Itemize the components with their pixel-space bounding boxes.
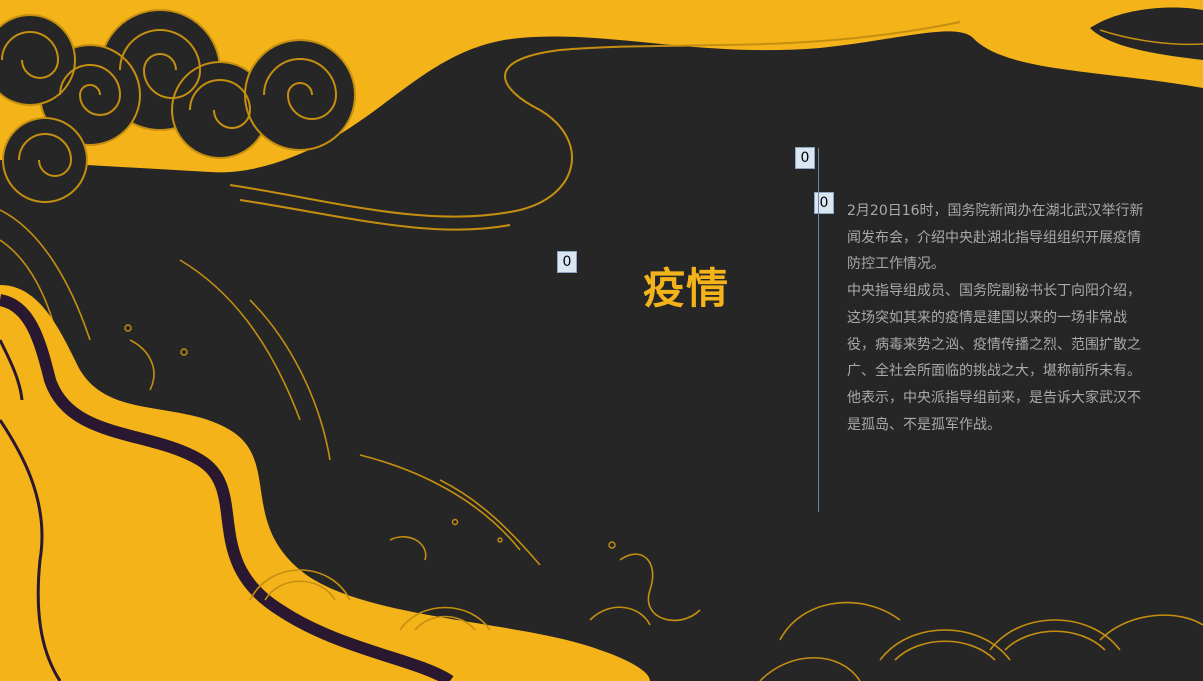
body-text: 2月20日16时，国务院新闻办在湖北武汉举行新闻发布会，介绍中央赴湖北指导组组织… bbox=[847, 198, 1147, 438]
paragraph: 2月20日16时，国务院新闻办在湖北武汉举行新闻发布会，介绍中央赴湖北指导组组织… bbox=[847, 203, 1144, 273]
divider-line bbox=[818, 148, 819, 512]
wave-decoration bbox=[129, 339, 1203, 681]
placeholder-marker[interactable]: 0 bbox=[557, 251, 577, 273]
placeholder-marker[interactable]: 0 bbox=[814, 192, 834, 214]
paragraph: 中央指导组成员、国务院副秘书长丁向阳介绍，这场突如其来的疫情是建国以来的一场非常… bbox=[847, 283, 1141, 433]
river-decoration bbox=[0, 285, 650, 681]
slide-title: 疫情 bbox=[643, 264, 730, 313]
cloud-decoration bbox=[0, 9, 356, 203]
placeholder-marker[interactable]: 0 bbox=[795, 147, 815, 169]
top-right-swoop bbox=[1090, 7, 1203, 60]
